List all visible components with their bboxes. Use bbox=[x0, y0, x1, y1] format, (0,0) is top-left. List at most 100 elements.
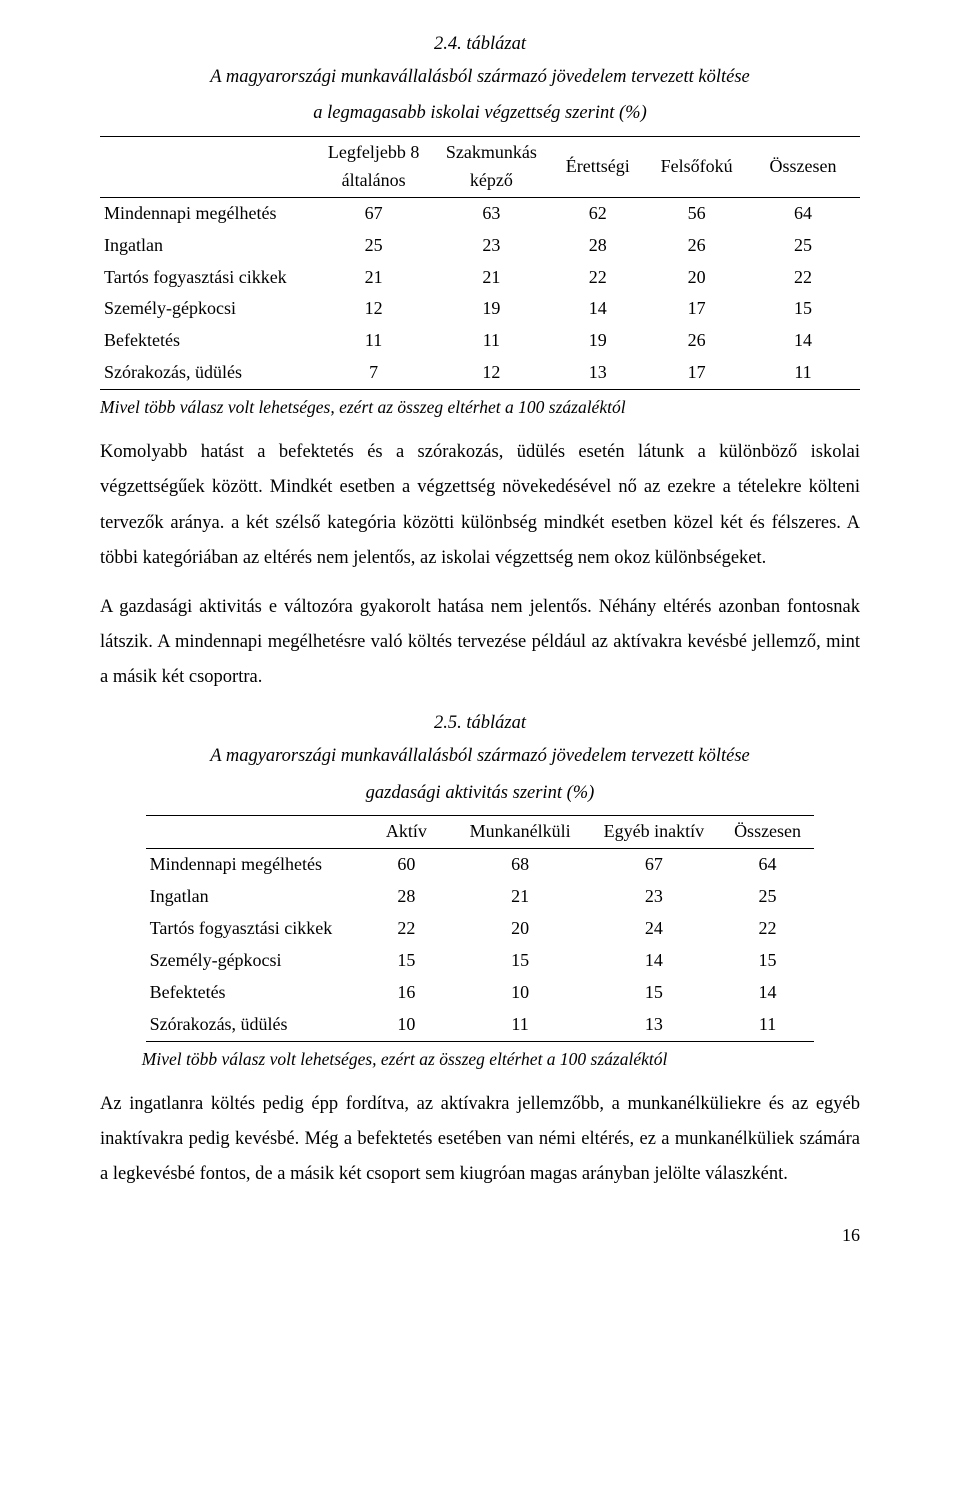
cell: 12 bbox=[313, 293, 435, 325]
cell: 16 bbox=[360, 977, 454, 1009]
cell: 28 bbox=[360, 881, 454, 913]
paragraph-3: Az ingatlanra költés pedig épp fordítva,… bbox=[100, 1087, 860, 1192]
cell: 23 bbox=[587, 881, 721, 913]
row-label: Tartós fogyasztási cikkek bbox=[146, 913, 360, 945]
cell: 22 bbox=[746, 262, 860, 294]
cell: 13 bbox=[587, 1009, 721, 1041]
cell: 25 bbox=[746, 230, 860, 262]
cell: 25 bbox=[313, 230, 435, 262]
cell: 20 bbox=[453, 913, 587, 945]
row-label: Ingatlan bbox=[100, 230, 313, 262]
cell: 17 bbox=[647, 357, 746, 389]
table-row: Befektetés1111192614 bbox=[100, 325, 860, 357]
cell: 28 bbox=[548, 230, 647, 262]
cell: 22 bbox=[721, 913, 815, 945]
cell: 64 bbox=[746, 197, 860, 229]
cell: 15 bbox=[746, 293, 860, 325]
table-row: Tartós fogyasztási cikkek22202422 bbox=[146, 913, 815, 945]
page-number: 16 bbox=[100, 1222, 860, 1250]
row-label: Szórakozás, üdülés bbox=[100, 357, 313, 389]
cell: 21 bbox=[313, 262, 435, 294]
cell: 68 bbox=[453, 849, 587, 881]
table-row: Személy-gépkocsi1219141715 bbox=[100, 293, 860, 325]
cell: 19 bbox=[548, 325, 647, 357]
table1: Legfeljebb 8 általánosSzakmunkás képzőÉr… bbox=[100, 136, 860, 390]
cell: 64 bbox=[721, 849, 815, 881]
cell: 11 bbox=[721, 1009, 815, 1041]
table2-caption-line1: A magyarországi munkavállalásból származ… bbox=[100, 742, 860, 771]
cell: 15 bbox=[453, 945, 587, 977]
cell: 56 bbox=[647, 197, 746, 229]
cell: 25 bbox=[721, 881, 815, 913]
cell: 63 bbox=[434, 197, 548, 229]
table1-col-header: Érettségi bbox=[548, 137, 647, 198]
table2-caption-number: 2.5. táblázat bbox=[100, 709, 860, 738]
cell: 23 bbox=[434, 230, 548, 262]
cell: 17 bbox=[647, 293, 746, 325]
cell: 22 bbox=[360, 913, 454, 945]
table-row: Mindennapi megélhetés60686764 bbox=[146, 849, 815, 881]
table1-col-header: Szakmunkás képző bbox=[434, 137, 548, 198]
table1-caption-line1: A magyarországi munkavállalásból származ… bbox=[100, 63, 860, 92]
row-label: Tartós fogyasztási cikkek bbox=[100, 262, 313, 294]
cell: 22 bbox=[548, 262, 647, 294]
cell: 14 bbox=[548, 293, 647, 325]
table2-col-header: Egyéb inaktív bbox=[587, 816, 721, 849]
table1-caption-line2: a legmagasabb iskolai végzettség szerint… bbox=[100, 99, 860, 128]
cell: 14 bbox=[746, 325, 860, 357]
cell: 15 bbox=[360, 945, 454, 977]
table2-footnote: Mivel több válasz volt lehetséges, ezért… bbox=[142, 1046, 860, 1073]
table-row: Szórakozás, üdülés712131711 bbox=[100, 357, 860, 389]
cell: 21 bbox=[453, 881, 587, 913]
table-row: Szórakozás, üdülés10111311 bbox=[146, 1009, 815, 1041]
cell: 67 bbox=[313, 197, 435, 229]
cell: 62 bbox=[548, 197, 647, 229]
cell: 67 bbox=[587, 849, 721, 881]
cell: 11 bbox=[746, 357, 860, 389]
table1-col-header: Összesen bbox=[746, 137, 860, 198]
cell: 26 bbox=[647, 230, 746, 262]
cell: 14 bbox=[721, 977, 815, 1009]
row-label: Mindennapi megélhetés bbox=[146, 849, 360, 881]
cell: 21 bbox=[434, 262, 548, 294]
cell: 11 bbox=[434, 325, 548, 357]
table2-col-header bbox=[146, 816, 360, 849]
table1-col-header bbox=[100, 137, 313, 198]
cell: 15 bbox=[721, 945, 815, 977]
row-label: Személy-gépkocsi bbox=[100, 293, 313, 325]
table2-col-header: Aktív bbox=[360, 816, 454, 849]
cell: 13 bbox=[548, 357, 647, 389]
cell: 20 bbox=[647, 262, 746, 294]
cell: 15 bbox=[587, 977, 721, 1009]
table-row: Ingatlan2523282625 bbox=[100, 230, 860, 262]
table-row: Tartós fogyasztási cikkek2121222022 bbox=[100, 262, 860, 294]
row-label: Befektetés bbox=[100, 325, 313, 357]
cell: 11 bbox=[453, 1009, 587, 1041]
cell: 7 bbox=[313, 357, 435, 389]
row-label: Személy-gépkocsi bbox=[146, 945, 360, 977]
row-label: Mindennapi megélhetés bbox=[100, 197, 313, 229]
table1-footnote: Mivel több válasz volt lehetséges, ezért… bbox=[100, 394, 860, 421]
cell: 26 bbox=[647, 325, 746, 357]
paragraph-2: A gazdasági aktivitás e változóra gyakor… bbox=[100, 590, 860, 695]
cell: 24 bbox=[587, 913, 721, 945]
table2: AktívMunkanélküliEgyéb inaktívÖsszesen M… bbox=[146, 815, 815, 1041]
cell: 19 bbox=[434, 293, 548, 325]
table-row: Mindennapi megélhetés6763625664 bbox=[100, 197, 860, 229]
row-label: Szórakozás, üdülés bbox=[146, 1009, 360, 1041]
cell: 60 bbox=[360, 849, 454, 881]
cell: 10 bbox=[360, 1009, 454, 1041]
cell: 12 bbox=[434, 357, 548, 389]
table-row: Ingatlan28212325 bbox=[146, 881, 815, 913]
row-label: Befektetés bbox=[146, 977, 360, 1009]
table-row: Befektetés16101514 bbox=[146, 977, 815, 1009]
table2-col-header: Összesen bbox=[721, 816, 815, 849]
table1-col-header: Legfeljebb 8 általános bbox=[313, 137, 435, 198]
paragraph-1: Komolyabb hatást a befektetés és a szóra… bbox=[100, 435, 860, 576]
table1-caption-number: 2.4. táblázat bbox=[100, 30, 860, 59]
cell: 11 bbox=[313, 325, 435, 357]
table2-col-header: Munkanélküli bbox=[453, 816, 587, 849]
page-container: 2.4. táblázat A magyarországi munkaválla… bbox=[0, 0, 960, 1290]
cell: 10 bbox=[453, 977, 587, 1009]
cell: 14 bbox=[587, 945, 721, 977]
